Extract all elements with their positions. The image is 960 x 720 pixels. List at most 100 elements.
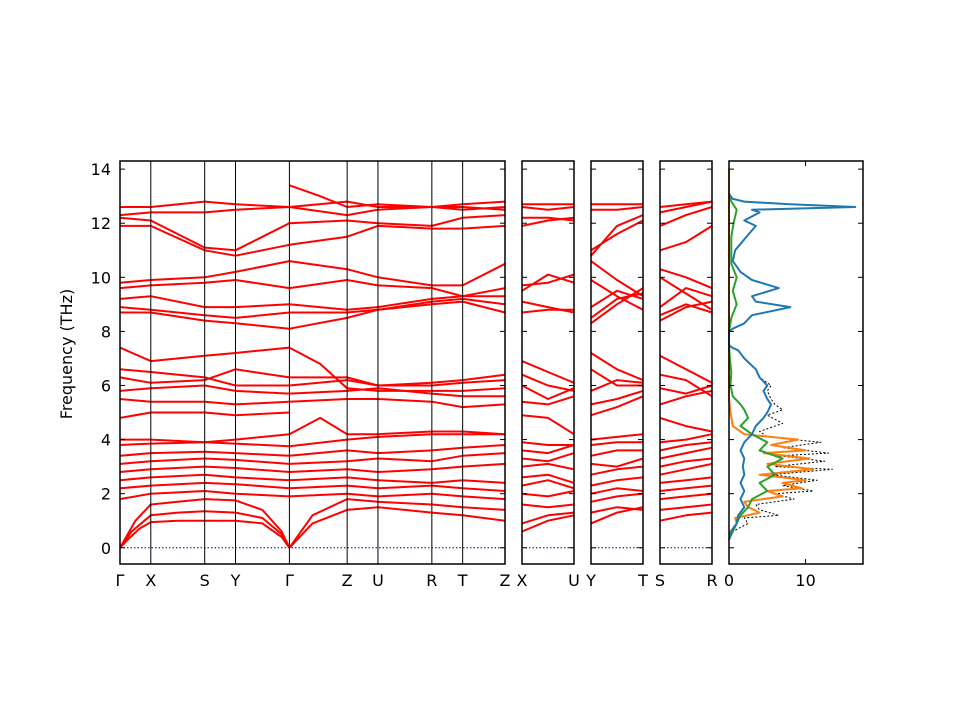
band-line <box>590 287 644 325</box>
band-line <box>289 184 506 211</box>
panel-frame <box>659 160 713 565</box>
band-line <box>521 441 574 446</box>
y-tick-label: 14 <box>91 160 111 179</box>
k-point-label: Y <box>585 571 596 590</box>
band-line <box>522 216 575 222</box>
dos-total-line <box>728 193 856 540</box>
band-line <box>659 354 713 384</box>
y-tick-label: 4 <box>101 431 111 450</box>
band-line <box>521 395 575 406</box>
y-tick-label: 12 <box>91 214 111 233</box>
band-line <box>119 297 506 319</box>
band-line <box>521 503 575 509</box>
band-line <box>521 514 575 533</box>
band-line <box>659 476 713 484</box>
band-line <box>590 492 644 503</box>
band-line <box>289 444 506 457</box>
k-point-label: R <box>706 571 717 590</box>
band-line <box>659 503 713 511</box>
band-line <box>591 206 644 211</box>
band-line <box>521 206 575 211</box>
band-line <box>590 395 644 417</box>
band-line <box>659 373 713 398</box>
band-line <box>659 389 713 406</box>
band-line <box>659 200 713 208</box>
dos-frame <box>728 160 864 565</box>
band-line <box>590 441 643 446</box>
band-line <box>521 479 575 490</box>
band-line <box>590 379 644 392</box>
k-point-label: X <box>145 571 156 590</box>
k-point-label: S <box>655 571 665 590</box>
k-point-label: Γ <box>116 571 125 590</box>
band-line <box>120 224 506 257</box>
band-line <box>659 511 713 522</box>
y-tick-label: 2 <box>101 485 111 504</box>
k-point-label: T <box>457 571 468 590</box>
band-line <box>590 352 644 382</box>
band-line <box>659 268 713 290</box>
y-tick-label: 0 <box>101 539 111 558</box>
dos-x-tick-label: 0 <box>724 571 734 590</box>
y-tick-label: 6 <box>101 376 111 395</box>
panel-frame <box>590 160 644 565</box>
band-line <box>289 452 506 465</box>
band-line <box>521 273 575 287</box>
k-point-label: T <box>637 571 648 590</box>
band-line <box>521 452 575 463</box>
band-line <box>590 476 644 487</box>
k-point-label: Γ <box>285 571 294 590</box>
band-line <box>289 398 506 409</box>
band-line <box>659 287 713 308</box>
band-line <box>590 368 643 387</box>
band-line <box>289 492 506 501</box>
band-line <box>590 487 644 495</box>
band-line <box>590 506 644 514</box>
band-line <box>119 279 506 298</box>
band-line <box>659 457 713 468</box>
band-line <box>289 373 506 387</box>
band-line <box>288 506 506 549</box>
band-line <box>521 414 575 436</box>
band-line <box>590 289 644 308</box>
dos-green-line <box>728 193 784 541</box>
band-line <box>120 300 506 330</box>
k-point-label: U <box>372 571 384 590</box>
k-point-label: U <box>568 571 580 590</box>
band-line <box>590 214 644 257</box>
k-point-label: Z <box>342 571 353 590</box>
band-line <box>521 511 575 525</box>
band-line <box>521 473 575 484</box>
band-line <box>590 457 644 468</box>
band-line <box>659 384 713 395</box>
band-line <box>289 484 506 492</box>
panel-frame <box>119 160 506 565</box>
band-line <box>289 379 506 387</box>
band-line <box>120 200 506 208</box>
k-point-label: S <box>200 571 210 590</box>
band-line <box>521 373 575 392</box>
y-tick-label: 10 <box>91 268 111 287</box>
band-line <box>659 276 713 311</box>
band-line <box>659 492 713 501</box>
band-line <box>659 446 713 460</box>
band-line <box>521 444 575 455</box>
band-line <box>590 260 644 298</box>
dos-blue-line <box>728 193 857 540</box>
band-line <box>659 433 713 444</box>
band-line <box>521 490 575 498</box>
band-line <box>521 384 575 400</box>
y-axis-label: Frequency (THz) <box>57 289 76 419</box>
band-line <box>590 433 644 441</box>
k-point-label: Z <box>500 571 511 590</box>
band-line <box>521 360 575 384</box>
band-line <box>119 206 506 217</box>
dos-panel: 0 10 <box>724 160 864 590</box>
k-point-label: X <box>517 571 528 590</box>
band-line <box>521 462 575 471</box>
band-line <box>659 462 713 476</box>
band-line <box>590 389 644 406</box>
